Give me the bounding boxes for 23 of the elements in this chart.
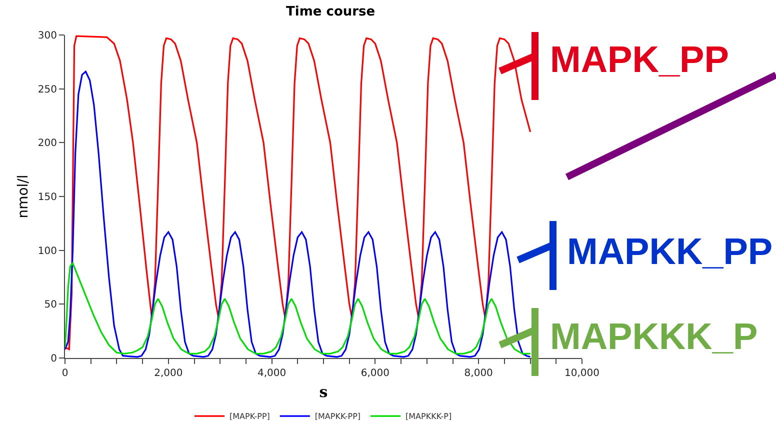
y-axis-title: nmol/l <box>16 174 32 218</box>
x-tick-label: 10,000 <box>564 368 600 379</box>
x-tick-label: 0 <box>62 368 68 379</box>
y-tick-label: 0 <box>50 354 57 364</box>
y-tick-label: 300 <box>38 30 57 42</box>
legend-label: [MAPKKK-P] <box>406 412 452 422</box>
x-tick-label: 4,000 <box>257 368 286 379</box>
y-tick-label: 250 <box>38 84 57 96</box>
line-series <box>65 262 532 354</box>
annotation: MAPKKK_P <box>550 316 758 357</box>
y-tick-label: 100 <box>38 246 57 257</box>
x-tick-label: 2,000 <box>154 368 183 379</box>
legend-label: [MAPK-PP] <box>230 412 270 422</box>
x-axis-title: s <box>319 383 328 401</box>
x-tick-label: 6,000 <box>360 368 390 379</box>
annotation: MAPKK_PP <box>567 231 773 272</box>
x-tick-label: 8,000 <box>464 368 493 379</box>
y-tick-label: 150 <box>38 192 57 203</box>
y-tick-label: 50 <box>44 300 57 311</box>
legend-label: [MAPKK-PP] <box>314 412 361 422</box>
y-tick-label: 200 <box>38 138 57 150</box>
chart-title: Time course <box>286 4 376 20</box>
annotation: MAPK_PP <box>550 39 729 80</box>
